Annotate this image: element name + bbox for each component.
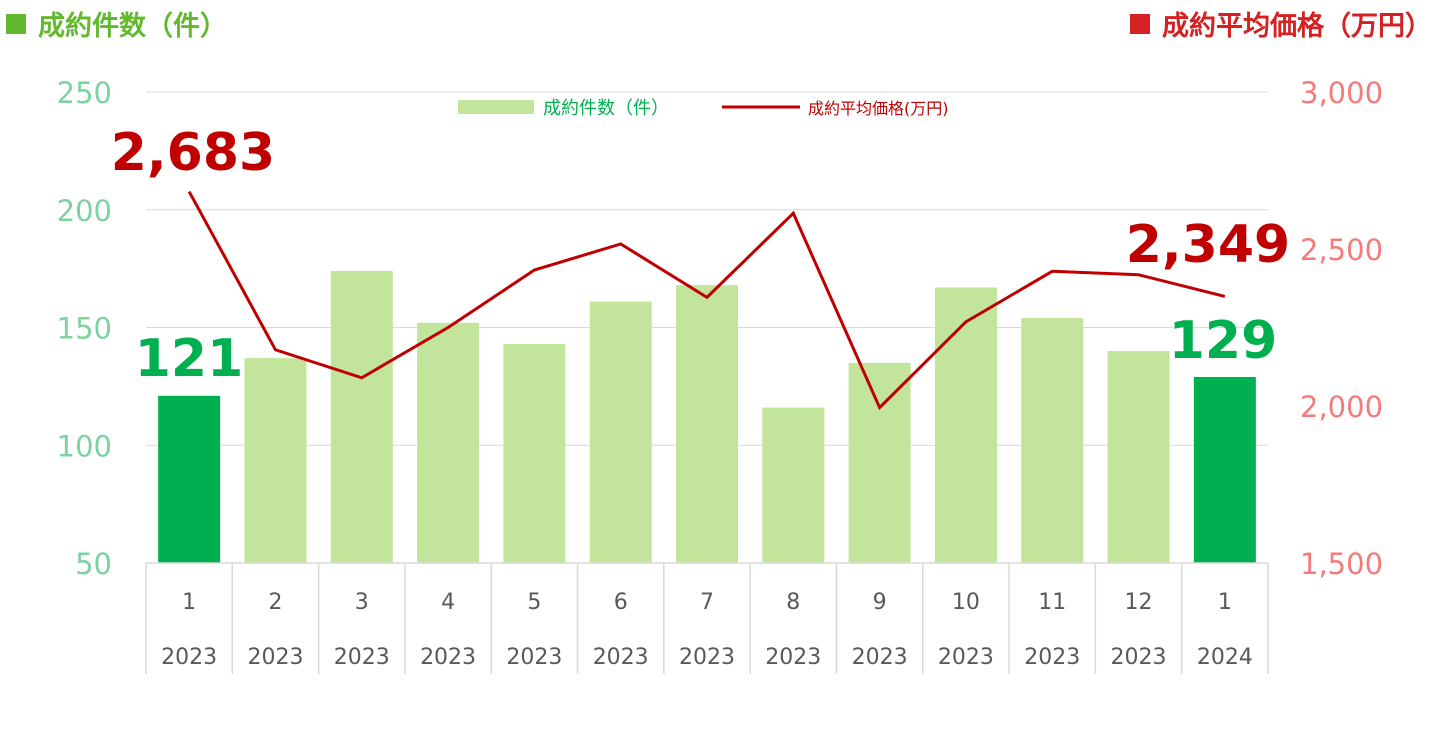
header-right: 成約平均価格（万円）	[1130, 4, 1432, 43]
bar	[676, 285, 738, 563]
x-tick-month: 3	[355, 590, 369, 615]
bar	[330, 270, 393, 563]
x-tick-year: 2023	[1111, 645, 1167, 670]
x-tick-year: 2023	[852, 645, 908, 670]
x-tick-month: 10	[952, 590, 980, 615]
legend-square-red-icon	[1130, 13, 1150, 34]
x-tick-year: 2023	[593, 645, 649, 670]
x-tick-month: 2	[268, 590, 282, 615]
bar	[762, 407, 825, 563]
y-right-tick-label: 1,500	[1300, 547, 1383, 581]
bar	[417, 322, 480, 563]
x-tick-month: 12	[1125, 590, 1153, 615]
bar	[589, 301, 652, 563]
bar	[158, 395, 221, 563]
x-tick-month: 4	[441, 590, 455, 615]
y-left-tick-label: 100	[57, 429, 112, 463]
y-left-tick-label: 200	[57, 194, 112, 228]
data-label: 2,349	[1126, 215, 1290, 275]
bar	[503, 343, 566, 563]
x-tick-year: 2023	[938, 645, 994, 670]
legend-label-line: 成約平均価格(万円)	[808, 99, 949, 118]
y-right-tick-label: 2,000	[1300, 390, 1383, 424]
legend-swatch-bar	[458, 100, 534, 114]
x-tick-month: 5	[527, 590, 541, 615]
header-left: 成約件数（件）	[6, 4, 227, 43]
x-tick-month: 8	[786, 590, 800, 615]
x-tick-month: 11	[1038, 590, 1066, 615]
x-tick-year: 2023	[765, 645, 821, 670]
bar	[934, 287, 997, 563]
data-label: 121	[135, 329, 244, 389]
data-label: 129	[1169, 311, 1278, 371]
data-label: 2,683	[111, 123, 275, 183]
x-tick-year: 2023	[506, 645, 562, 670]
x-tick-year: 2023	[247, 645, 303, 670]
legend-label-bar: 成約件数（件）	[543, 98, 669, 119]
x-tick-month: 1	[182, 590, 196, 615]
y-right-tick-label: 2,500	[1300, 233, 1383, 267]
y-left-tick-label: 150	[57, 312, 112, 346]
header-right-label: 成約平均価格（万円）	[1162, 11, 1432, 42]
y-right-tick-label: 3,000	[1300, 76, 1383, 110]
x-tick-month: 7	[700, 590, 714, 615]
x-tick-month: 9	[873, 590, 887, 615]
x-tick-year: 2023	[420, 645, 476, 670]
x-tick-month: 6	[614, 590, 628, 615]
x-tick-year: 2023	[161, 645, 217, 670]
x-tick-month: 1	[1218, 590, 1232, 615]
bar	[848, 362, 911, 563]
x-tick-year: 2023	[1024, 645, 1080, 670]
legend-square-green-icon	[6, 13, 26, 34]
x-tick-year: 2023	[679, 645, 735, 670]
bar	[1021, 318, 1084, 563]
bar	[1193, 376, 1256, 563]
x-tick-year: 2023	[334, 645, 390, 670]
bar	[1107, 351, 1170, 563]
header-left-label: 成約件数（件）	[38, 11, 227, 42]
y-left-tick-label: 250	[57, 76, 112, 110]
y-left-tick-label: 50	[75, 547, 112, 581]
price-line	[187, 190, 1226, 411]
x-tick-year: 2024	[1197, 645, 1253, 670]
bar	[244, 358, 307, 563]
